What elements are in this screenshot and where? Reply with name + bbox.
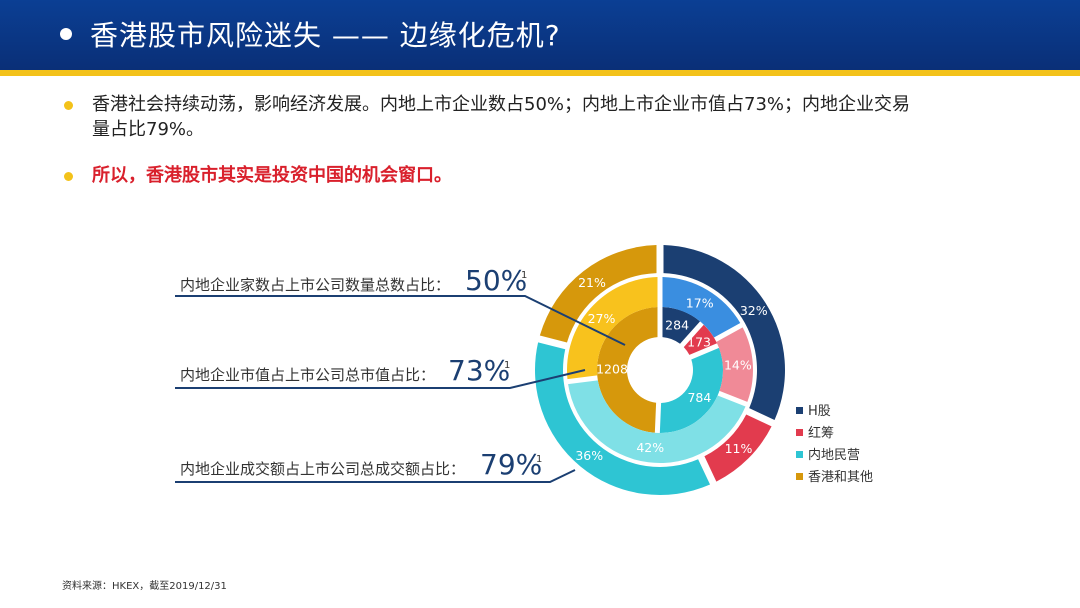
header-stripe (0, 70, 1080, 76)
legend-label-red-chip: 红筹 (808, 425, 834, 441)
callout-label-3: 内地企业成交额占上市公司总成交额占比： (180, 460, 465, 478)
header-bullet-icon (60, 28, 72, 40)
callout-note-2: 1 (504, 360, 510, 371)
middle-ring-label-3: 27% (588, 311, 616, 326)
outer-ring-slice-0 (663, 245, 785, 421)
callout-line-2 (175, 369, 586, 389)
bullet-dot-icon (64, 101, 73, 110)
middle-ring-slice-0 (662, 277, 741, 338)
callout-note-3: 1 (536, 454, 542, 465)
callout-value-2: 73% (448, 354, 510, 387)
callout-line-3 (175, 469, 576, 483)
middle-ring-slice-1 (716, 327, 753, 402)
outer-ring-label-1: 11% (725, 441, 753, 456)
footer-source: 资料来源：HKEX，截至2019/12/31 (62, 581, 227, 592)
callout-line-1 (175, 295, 626, 346)
callout-note-1: 1 (521, 270, 527, 281)
bullet-text-2: 所以，香港股市其实是投资中国的机会窗口。 (92, 165, 452, 186)
legend-label-mainland-private: 内地民营 (808, 447, 860, 463)
middle-ring-label-2: 42% (636, 440, 664, 455)
chart-rings: 284 173 784 1208 17% 14% 42% 27% 32% 11% 36% 21% (534, 245, 785, 496)
inner-ring-label-1: 173 (687, 335, 711, 350)
inner-ring-slice-2 (659, 347, 724, 433)
outer-ring-slice-2 (534, 342, 711, 496)
middle-ring-label-0: 17% (686, 295, 714, 310)
outer-ring-label-3: 21% (578, 275, 606, 290)
callout-value-1: 50% (465, 264, 527, 297)
callout-label-1: 内地企业家数占上市公司数量总数占比： (180, 276, 450, 294)
legend-swatch-mainland-private (796, 451, 803, 458)
legend: H股 红筹 内地民营 香港和其他 (796, 404, 873, 485)
bullet-dot-icon (64, 172, 73, 181)
page-title: 香港股市风险迷失 —— 边缘化危机? (90, 19, 561, 52)
inner-ring-slice-1 (683, 324, 718, 355)
legend-label-h-share: H股 (808, 404, 831, 419)
legend-swatch-red-chip (796, 429, 803, 436)
legend-label-hk-other: 香港和其他 (808, 470, 873, 485)
middle-ring-slice-2 (568, 380, 746, 464)
legend-swatch-h-share (796, 407, 803, 414)
outer-ring-slice-1 (704, 414, 772, 482)
inner-ring-label-2: 784 (687, 390, 711, 405)
inner-ring-label-0: 284 (665, 318, 689, 333)
middle-ring-slice-3 (567, 277, 658, 380)
middle-ring-label-1: 14% (724, 358, 752, 373)
bullet-text-1-line1: 香港社会持续动荡，影响经济发展。内地上市企业数占50%；内地上市企业市值占73%… (92, 94, 911, 115)
callout-label-2: 内地企业市值占上市公司总市值占比： (180, 366, 435, 384)
callout-lines (175, 295, 626, 483)
inner-ring-slice-0 (662, 307, 701, 344)
outer-ring-label-0: 32% (740, 303, 768, 318)
callout-value-3: 79% (480, 448, 542, 481)
outer-ring-label-2: 36% (575, 448, 603, 463)
inner-ring-label-3: 1208 (596, 361, 628, 376)
header-bar (0, 0, 1080, 70)
bullet-text-1-line2: 量占比79%。 (92, 119, 205, 140)
legend-swatch-hk-other (796, 473, 803, 480)
